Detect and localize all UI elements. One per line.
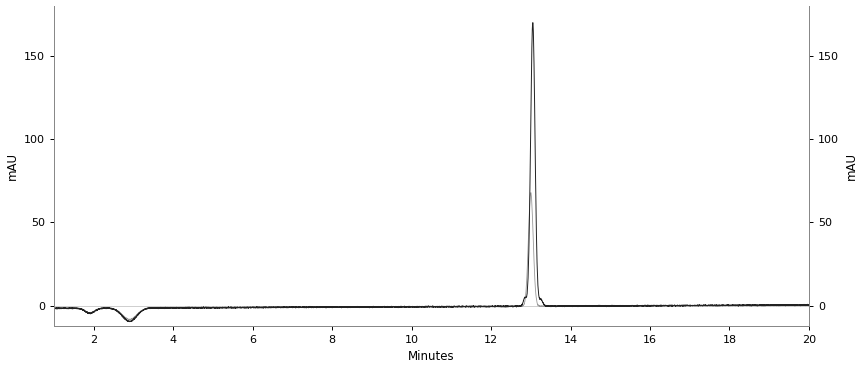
X-axis label: Minutes: Minutes: [408, 351, 455, 363]
Y-axis label: mAU: mAU: [5, 152, 19, 180]
Y-axis label: mAU: mAU: [844, 152, 858, 180]
